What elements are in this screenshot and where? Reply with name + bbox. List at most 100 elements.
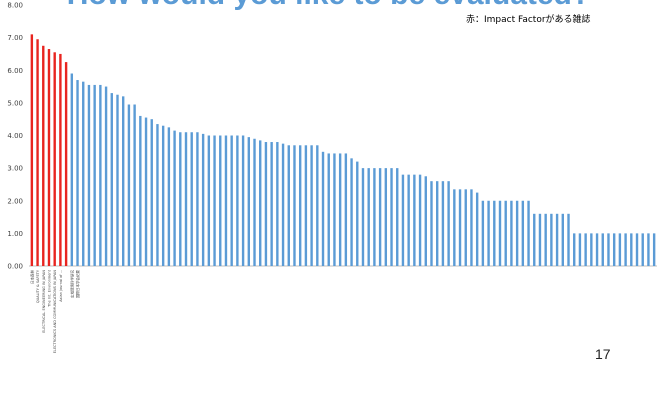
bar bbox=[219, 135, 222, 266]
bar bbox=[424, 176, 427, 266]
bar bbox=[104, 86, 108, 266]
bar bbox=[652, 233, 656, 266]
bar bbox=[584, 233, 587, 266]
bar bbox=[321, 151, 325, 266]
bar bbox=[458, 189, 462, 266]
bar bbox=[276, 142, 279, 266]
bar bbox=[213, 135, 216, 266]
bar bbox=[161, 125, 165, 267]
y-tick-label: 2.00 bbox=[7, 197, 23, 205]
bar-highlighted bbox=[64, 62, 68, 266]
bar bbox=[156, 124, 159, 266]
bar bbox=[127, 104, 131, 266]
bar bbox=[373, 168, 376, 266]
bar bbox=[390, 168, 393, 266]
bar bbox=[573, 233, 576, 266]
bar bbox=[333, 153, 336, 266]
bar bbox=[470, 189, 473, 266]
page-number: 17 bbox=[595, 346, 611, 362]
bar bbox=[293, 145, 296, 266]
bar bbox=[464, 189, 467, 266]
y-tick-label: 4.00 bbox=[7, 132, 23, 140]
bar bbox=[327, 153, 330, 266]
bar bbox=[595, 233, 599, 266]
bar bbox=[298, 145, 302, 266]
bar bbox=[110, 93, 113, 267]
bar bbox=[236, 135, 239, 266]
y-tick-label: 6.00 bbox=[7, 67, 23, 75]
bar-highlighted bbox=[47, 49, 51, 267]
bar-highlighted bbox=[53, 52, 56, 267]
bar bbox=[259, 140, 262, 266]
bar bbox=[304, 145, 308, 266]
bar bbox=[241, 135, 245, 266]
bar bbox=[116, 94, 119, 266]
bar bbox=[144, 117, 148, 267]
y-tick-label: 5.00 bbox=[7, 99, 23, 107]
bar bbox=[641, 233, 644, 266]
bar bbox=[612, 233, 616, 266]
bar bbox=[413, 174, 416, 266]
x-tick-labels: 日本森林 QUALITY & SAFETY ELECTRICAL ENGINEERI… bbox=[29, 269, 80, 353]
bar bbox=[453, 189, 456, 266]
bar bbox=[167, 127, 171, 266]
x-tick-label: 日本森林 bbox=[29, 270, 34, 284]
bar bbox=[253, 138, 256, 266]
bar bbox=[224, 135, 228, 266]
bar bbox=[378, 168, 382, 266]
bar bbox=[184, 132, 188, 266]
bar bbox=[281, 143, 285, 266]
bar bbox=[150, 119, 153, 266]
bar bbox=[396, 168, 399, 266]
bar bbox=[436, 181, 439, 266]
bar bbox=[87, 84, 91, 267]
bar bbox=[344, 153, 348, 266]
x-tick-label: QUALITY & SAFETY bbox=[36, 269, 40, 303]
bar bbox=[93, 84, 96, 267]
bar bbox=[498, 200, 502, 266]
bar bbox=[561, 213, 564, 266]
bar-series bbox=[30, 34, 656, 267]
bar bbox=[538, 213, 542, 266]
bar bbox=[133, 104, 136, 266]
bar bbox=[533, 213, 536, 266]
bar bbox=[578, 233, 582, 266]
bar bbox=[367, 168, 370, 266]
bar bbox=[316, 145, 319, 266]
bar bbox=[407, 174, 410, 266]
bar bbox=[247, 137, 250, 266]
bar bbox=[475, 192, 479, 266]
bar bbox=[544, 213, 547, 266]
x-tick-label: Asian Journal of ... bbox=[59, 270, 63, 302]
bar bbox=[510, 200, 513, 266]
bar bbox=[361, 168, 365, 266]
bar bbox=[504, 200, 507, 266]
y-tick-label: 7.00 bbox=[7, 34, 23, 42]
bar bbox=[310, 145, 313, 266]
slide-title: How would you like to be evaluated? bbox=[0, 0, 657, 12]
bar bbox=[384, 168, 388, 266]
bar bbox=[618, 233, 622, 266]
bar bbox=[567, 213, 570, 266]
bar bbox=[515, 200, 519, 266]
legend-note: 赤：Impact Factorがある雑誌 bbox=[466, 15, 591, 25]
bar bbox=[601, 233, 604, 266]
bar bbox=[190, 132, 193, 266]
y-axis: 0.00 1.00 2.00 3.00 4.00 5.00 6.00 7.00 8.00 bbox=[7, 2, 657, 271]
bar bbox=[76, 80, 79, 266]
bar-highlighted bbox=[36, 39, 39, 266]
bar bbox=[179, 132, 182, 266]
y-tick-label: 0.00 bbox=[7, 263, 23, 271]
bar bbox=[590, 233, 593, 266]
bar bbox=[447, 181, 450, 266]
y-tick-label: 8.00 bbox=[7, 2, 23, 10]
bar bbox=[493, 200, 496, 266]
x-tick-label: 広域環境科学研究 bbox=[69, 270, 74, 298]
x-tick-label: ELECTRICAL ENGINEERING IN JAPAN bbox=[42, 270, 46, 333]
x-tick-label: The Int. Environment bbox=[47, 269, 51, 307]
bar-highlighted bbox=[42, 45, 45, 266]
bar bbox=[70, 73, 74, 266]
bar bbox=[624, 233, 627, 266]
bar bbox=[356, 161, 359, 266]
bar bbox=[607, 233, 610, 266]
